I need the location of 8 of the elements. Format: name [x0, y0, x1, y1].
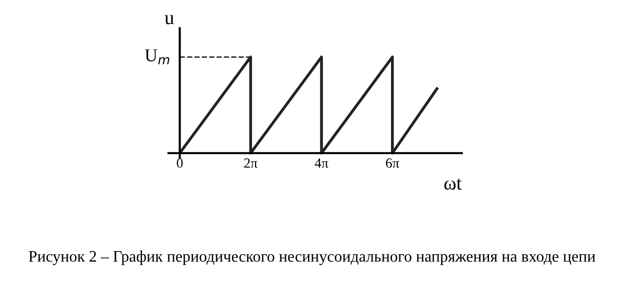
x-tick-label: 2π [244, 158, 258, 168]
x-axis-title: ωt [444, 178, 462, 190]
y-axis-title: u [164, 15, 174, 24]
annotation: U$_{m}$ [144, 49, 170, 64]
x-tick-label: 0 [176, 158, 183, 168]
text: Рисунок 2 – График периодического несинусоидального напряжения на входе цепи [28, 250, 596, 266]
x-tick-label: 6π [386, 158, 400, 168]
x-tick-label: 4π [314, 158, 328, 168]
